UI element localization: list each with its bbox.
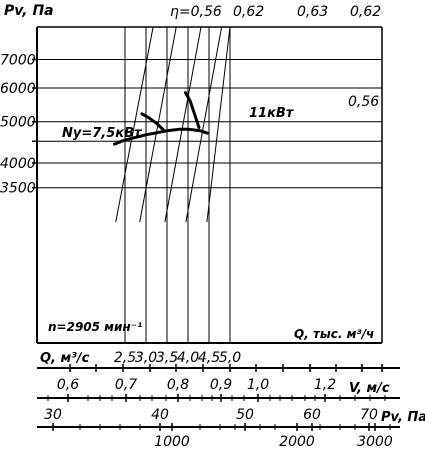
pv-dyn-tick-label: 50 [236, 407, 254, 423]
y-tick-label: 3500 [0, 181, 36, 197]
efficiency-line [164, 27, 202, 223]
speed-label: n=2905 мин⁻¹ [48, 320, 142, 334]
x-tick-label: 3,0 [135, 350, 157, 366]
performance-curves [113, 91, 209, 146]
v-tick-label: 0,8 [167, 377, 189, 393]
grid-lines [32, 27, 382, 343]
v-tick-label: 1,0 [247, 377, 269, 393]
pv-dynamic-scale-label: Pv, Па [381, 410, 425, 425]
bottom-tick-label: 3000 [357, 434, 393, 450]
secondary-scales: 0,6 0,7 0,8 0,9 1,0 1,2 30 40 50 60 70 1000 2000 3000 [37, 364, 400, 450]
power-curve-11kw [184, 91, 201, 129]
v-scale-label: V, м/с [349, 381, 390, 396]
efficiency-line [185, 27, 223, 223]
y-tick-label: 6000 [0, 81, 36, 97]
efficiency-label: 0,62 [350, 4, 381, 20]
v-tick-label: 1,2 [314, 377, 336, 393]
v-tick-label: 0,9 [210, 377, 232, 393]
v-tick-label: 0,6 [57, 377, 79, 393]
efficiency-line [115, 27, 154, 223]
power-label-7-5kw: Ny=7,5кВт [62, 126, 143, 141]
pv-dyn-tick-label: 70 [360, 407, 378, 423]
power-label-11kw: 11кВт [249, 106, 295, 121]
pv-dyn-tick-label: 60 [303, 407, 321, 423]
pv-dyn-tick-label: 40 [151, 407, 169, 423]
y-tick-label: 4000 [0, 156, 36, 172]
x-tick-label: 4,5 [198, 350, 220, 366]
efficiency-label: 0,63 [297, 4, 328, 20]
power-curve-7-5kw [140, 112, 166, 132]
v-tick-label: 0,7 [115, 377, 137, 393]
y-tick-label: 5000 [0, 115, 36, 131]
x-tick-label: 2,5 [114, 350, 136, 366]
bottom-tick-label: 1000 [154, 434, 190, 450]
bottom-tick-label: 2000 [279, 434, 315, 450]
pressure-curve [113, 127, 209, 146]
efficiency-label: 0,62 [233, 4, 264, 20]
efficiency-line [206, 27, 231, 223]
y-tick-label: 7000 [0, 52, 36, 68]
x-tick-label: 3,5 [156, 350, 178, 366]
y-axis-label: Pv, Па [4, 3, 54, 19]
x-axis-label: Q, тыс. м³/ч [294, 327, 374, 341]
efficiency-label: η=0,56 [170, 4, 222, 20]
efficiency-lines [115, 27, 231, 223]
x-tick-label: 5,0 [219, 350, 241, 366]
pv-dyn-tick-label: 30 [44, 407, 62, 423]
q-m3s-scale-label: Q, м³/с [40, 351, 90, 366]
efficiency-label: 0,56 [348, 94, 379, 110]
x-tick-label: 4,0 [177, 350, 199, 366]
plot-frame [36, 26, 383, 344]
tick-labels: 7000 6000 5000 4000 3500 2,53,03,54,04,55,0 η=… [0, 4, 381, 366]
